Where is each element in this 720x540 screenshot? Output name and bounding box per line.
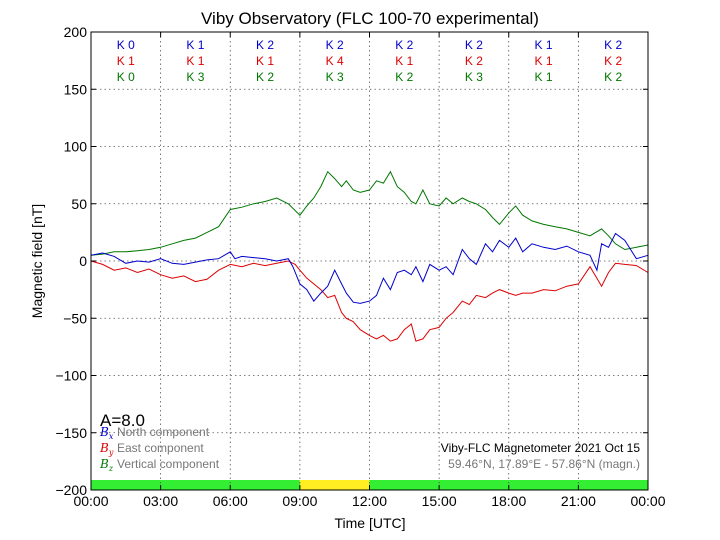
k-index-bz: K 2: [395, 70, 413, 84]
x-tick-label: 15:00: [422, 493, 457, 509]
y-axis-label: Magnetic field [nT]: [29, 204, 45, 318]
k-index-bz: K 1: [535, 70, 553, 84]
k-index-bz: K 3: [465, 70, 483, 84]
k-index-by: K 2: [604, 54, 622, 68]
k-index-bz: K 2: [256, 70, 274, 84]
k-index-bx: K 2: [395, 38, 413, 52]
y-tick-label: −50: [63, 310, 87, 326]
y-tick-label: −150: [55, 425, 87, 441]
legend-symbol: Bx: [99, 425, 114, 441]
k-index-bx: K 2: [465, 38, 483, 52]
series-layer: [90, 170, 649, 342]
y-tick-label: −100: [55, 368, 87, 384]
k-index-bx: K 0: [117, 38, 135, 52]
x-tick-labels: 00:00 03:00 06:00 09:00 12:00 15:00 18:00 21:00…: [73, 493, 665, 509]
k-index-by: K 2: [465, 54, 483, 68]
k-index-bz: K 2: [604, 70, 622, 84]
x-tick-label: 06:00: [213, 493, 248, 509]
k-index-bx: K 2: [256, 38, 274, 52]
k-index-table: K 0 K 1 K 2 K 2 K 2 K 2 K 1 K 2 K 1 K 1 K 1 K 4 K 1 K…: [117, 38, 623, 84]
x-tick-label: 00:00: [630, 493, 665, 509]
grid-lines: [91, 32, 648, 490]
legend-symbol: By: [99, 441, 114, 457]
y-tick-label: 200: [64, 24, 88, 40]
axis-ticks: [90, 31, 649, 491]
series-east-line: [90, 260, 649, 342]
k-index-bz: K 3: [326, 70, 344, 84]
k-index-by: K 1: [395, 54, 413, 68]
k-index-bz: K 3: [186, 70, 204, 84]
k-index-by: K 1: [535, 54, 553, 68]
y-tick-label: 0: [79, 253, 87, 269]
legend-label: North component: [117, 425, 210, 439]
info-line-2: 59.46°N, 17.89°E - 57.86°N (magn.): [448, 457, 640, 471]
a-index-label: A=8.0: [100, 411, 145, 430]
k-index-bz: K 0: [117, 70, 135, 84]
x-tick-label: 03:00: [143, 493, 178, 509]
k-index-by: K 1: [117, 54, 135, 68]
x-tick-label: 12:00: [352, 493, 387, 509]
series-north-line: [90, 232, 649, 304]
status-segment-1: [299, 480, 370, 490]
k-index-bx: K 2: [604, 38, 622, 52]
y-tick-label: 150: [64, 81, 88, 97]
k-index-bx: K 2: [326, 38, 344, 52]
series-vertical-line: [90, 170, 649, 256]
chart-title: Viby Observatory (FLC 100-70 experimenta…: [201, 9, 539, 28]
k-index-by: K 1: [256, 54, 274, 68]
k-index-by: K 4: [326, 54, 344, 68]
legend-symbol: Bz: [99, 457, 114, 473]
info-line-1: Viby-FLC Magnetometer 2021 Oct 15: [441, 441, 641, 455]
x-axis-label: Time [UTC]: [334, 515, 405, 531]
k-index-by: K 1: [186, 54, 204, 68]
k-index-bx: K 1: [535, 38, 553, 52]
x-tick-label: 09:00: [282, 493, 317, 509]
k-index-bx: K 1: [186, 38, 204, 52]
y-tick-labels: −200 −150 −100 −50 0 50 100 150 200: [55, 24, 87, 498]
y-tick-label: −200: [55, 482, 87, 498]
status-segment-0: [91, 480, 300, 490]
x-tick-label: 00:00: [73, 493, 108, 509]
legend-label: East component: [117, 441, 204, 455]
y-tick-label: 50: [71, 196, 87, 212]
legend-label: Vertical component: [117, 457, 220, 471]
x-tick-label: 21:00: [561, 493, 596, 509]
x-tick-label: 18:00: [491, 493, 526, 509]
y-tick-label: 100: [64, 139, 88, 155]
